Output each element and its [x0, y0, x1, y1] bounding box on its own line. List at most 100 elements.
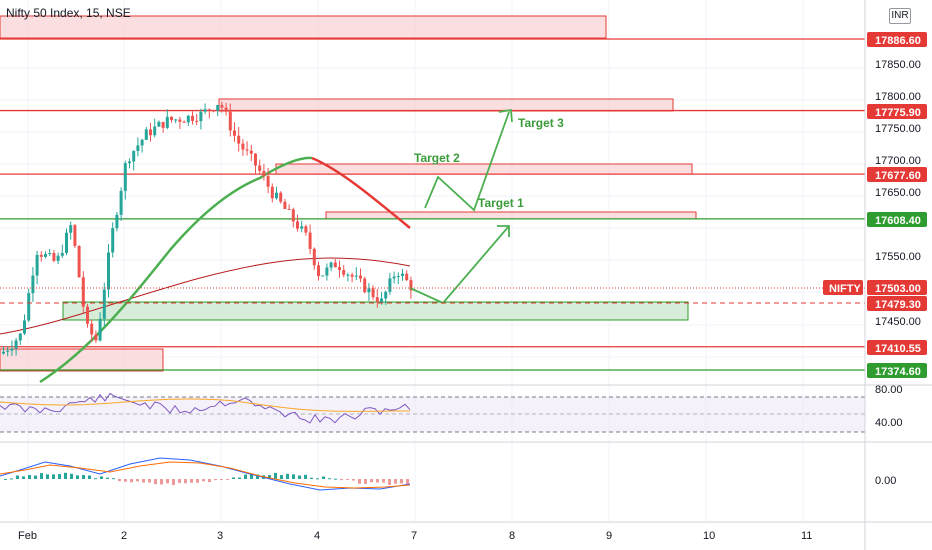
time-tick: 10 — [703, 530, 715, 542]
candle-body — [304, 226, 308, 233]
price-tag-box — [867, 280, 927, 295]
candle-body — [94, 334, 98, 341]
macd-bar — [166, 479, 169, 484]
rsi-panel — [0, 392, 865, 433]
macd-bar — [46, 474, 49, 479]
candle-body — [2, 351, 5, 354]
candle-body — [212, 110, 215, 112]
candle-body — [69, 225, 73, 233]
price-levels — [0, 38, 865, 371]
candle-body — [174, 119, 178, 121]
macd-bar — [76, 475, 79, 479]
price-tag: 17410.55 — [875, 343, 921, 355]
macd-bar — [310, 477, 313, 479]
macd-bar — [40, 473, 43, 479]
candle-body — [203, 109, 207, 112]
macd-bar — [58, 474, 61, 479]
price-tag: 17608.40 — [875, 215, 921, 227]
macd-bar — [28, 474, 31, 479]
candle-body — [249, 150, 253, 154]
macd-bar — [394, 479, 397, 484]
candle-body — [375, 297, 379, 303]
macd-bar — [292, 474, 295, 479]
macd-bar — [94, 478, 97, 480]
price-tag-box — [867, 212, 927, 227]
candle-body — [10, 348, 14, 351]
macd-bar — [286, 473, 289, 479]
macd-bar — [238, 477, 241, 479]
macd-bar — [22, 476, 25, 479]
time-tick: 3 — [217, 530, 223, 542]
candle-body — [149, 129, 152, 136]
macd-bar — [406, 479, 409, 485]
macd-bar — [334, 478, 337, 480]
candle-body — [178, 119, 182, 122]
candle-body — [388, 278, 392, 292]
macd-bar — [340, 479, 343, 481]
red-moving-average — [311, 156, 411, 229]
candle-body — [31, 275, 35, 294]
candle-body — [207, 109, 211, 111]
price-tick: 17700.00 — [875, 155, 921, 167]
candle-body — [65, 232, 68, 253]
candle-body — [317, 265, 320, 276]
price-tag-box — [867, 340, 927, 355]
annotation-target-2: Target 2 — [414, 151, 460, 165]
macd-bar — [112, 478, 115, 480]
path-to-target-1 — [409, 225, 510, 305]
time-tick: 2 — [121, 530, 127, 542]
macd-bar — [130, 479, 133, 483]
symbol-title[interactable]: Nifty 50 Index, 15, NSE — [6, 6, 131, 20]
candle-body — [39, 254, 43, 257]
candle-body — [245, 149, 249, 151]
candle-body — [371, 288, 375, 298]
macd-bar — [382, 479, 385, 483]
candle-body — [405, 273, 409, 281]
macd-bar — [148, 479, 151, 483]
symbol-tag: NIFTY — [829, 283, 861, 295]
macd-bar — [370, 479, 373, 483]
candle-body — [409, 280, 413, 291]
candle-body — [6, 350, 10, 352]
macd-bar — [208, 479, 211, 483]
macd-bar — [124, 479, 127, 482]
candle-body — [44, 253, 47, 257]
candle-body — [392, 276, 396, 279]
time-axis[interactable]: Feb 2 3 4 5 6 7 8 9 10 11 — [18, 530, 812, 542]
price-tag-box — [867, 296, 927, 311]
zones — [0, 15, 697, 372]
candle-body — [363, 278, 367, 293]
price-tag: 17677.60 — [875, 170, 921, 182]
candle-body — [128, 161, 131, 164]
macd-bar — [328, 478, 331, 480]
currency-button[interactable]: INR — [889, 8, 911, 24]
price-tag-box — [867, 167, 927, 182]
candle-body — [224, 107, 228, 112]
candle-body — [401, 273, 404, 277]
candle-body — [279, 192, 283, 202]
price-tag: 17886.60 — [875, 35, 921, 47]
macd-bar — [142, 479, 145, 483]
candle-body — [115, 214, 119, 229]
macd-bar — [220, 479, 223, 480]
price-tag: 17775.90 — [875, 107, 921, 119]
arrowhead-target-3 — [498, 108, 513, 123]
macd-bar — [304, 474, 307, 479]
candle-body — [35, 254, 39, 276]
candle-body — [18, 333, 22, 341]
rsi-tick: 40.00 — [875, 417, 903, 429]
annotation-target-3: Target 3 — [518, 116, 564, 130]
price-axis[interactable]: 17850.00 17800.00 17750.00 17700.00 1765… — [875, 59, 921, 487]
candle-body — [27, 293, 31, 321]
candle-body — [199, 111, 203, 122]
demand-zone — [62, 301, 689, 321]
macd-bar — [322, 476, 325, 479]
rsi-tick: 80.00 — [875, 384, 903, 396]
macd-bar — [280, 475, 283, 479]
candle-body — [350, 274, 354, 277]
supply-zone-left — [0, 348, 164, 372]
candle-body — [233, 130, 236, 136]
candle-body — [220, 105, 224, 108]
candle-body — [384, 291, 388, 299]
